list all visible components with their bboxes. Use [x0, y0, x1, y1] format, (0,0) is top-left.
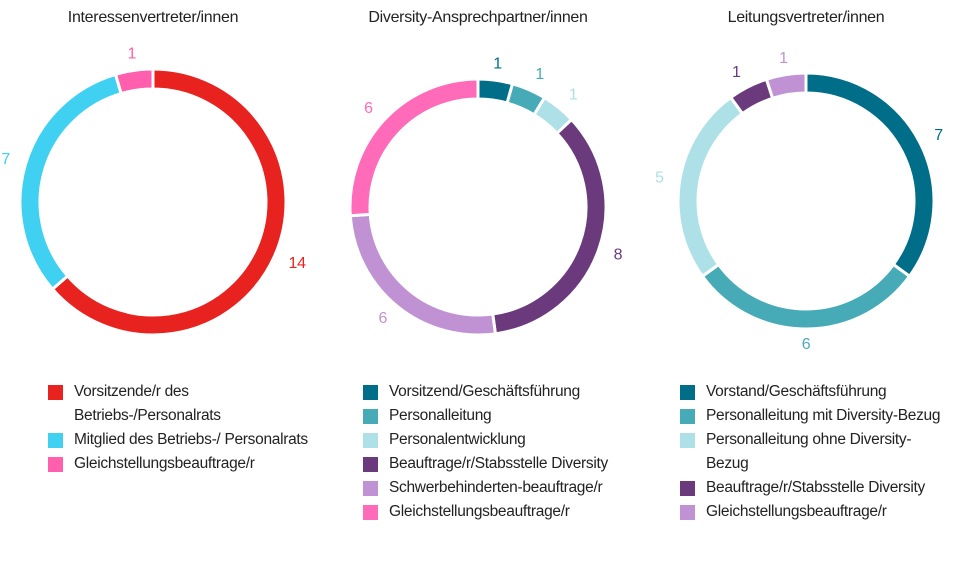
legend: Vorstand/Geschäftsführung Personalleitung… [680, 380, 950, 524]
legend-swatch [363, 433, 378, 448]
data-label: 1 [493, 56, 502, 73]
legend-label: Personalleitung [389, 407, 492, 424]
legend-label: Gleichstellungsbeauftrage/r [389, 503, 570, 520]
data-label: 5 [655, 170, 664, 187]
donut-segment [18, 72, 124, 292]
chart-title: Interessenvertreter/innen [68, 9, 238, 26]
legend-swatch [680, 409, 695, 424]
data-label: 7 [934, 127, 943, 144]
legend-item: Personalleitung mit Diversity-Bezug [680, 404, 950, 428]
legend-swatch [363, 385, 378, 400]
legend-label: Vorsitzende/r des Betriebs-/Personalrats [74, 383, 221, 424]
donut-segment [700, 262, 912, 331]
donut-segment [764, 71, 808, 101]
legend-label: Vorsitzend/Geschäftsführung [389, 383, 580, 400]
legend-label: Schwerbehinderten-beauftrage/r [389, 479, 603, 496]
legend-item: Vorsitzende/r des Betriebs-/Personalrats [48, 380, 318, 428]
data-label: 6 [364, 100, 373, 117]
legend-item: Personalleitung [363, 404, 633, 428]
legend-label: Personalentwicklung [389, 431, 526, 448]
data-label: 7 [1, 151, 10, 168]
legend-swatch [48, 433, 63, 448]
donut-segment [491, 117, 608, 336]
legend-swatch [680, 481, 695, 496]
legend-item: Gleichstellungsbeauftrage/r [363, 500, 633, 524]
legend-label: Personalleitung ohne Diversity-Bezug [706, 431, 912, 472]
donut-segment [804, 71, 936, 279]
legend-label: Beauftrage/r/Stabsstelle Diversity [389, 455, 608, 472]
legend-label: Vorstand/Geschäftsführung [706, 383, 887, 400]
data-label: 6 [802, 336, 811, 353]
donut-segment [728, 77, 775, 116]
donut-segment [113, 67, 155, 96]
legend-swatch [680, 433, 695, 448]
data-label: 1 [127, 46, 136, 63]
legend-item: Vorsitzend/Geschäftsführung [363, 380, 633, 404]
donut-segment [676, 95, 745, 279]
data-label: 1 [732, 64, 741, 81]
legend-swatch [48, 457, 63, 472]
data-label: 1 [779, 50, 788, 67]
legend-item: Beauftrage/r/Stabsstelle Diversity [363, 452, 633, 476]
legend-item: Mitglied des Betriebs-/ Personalrats [48, 428, 318, 452]
legend-label: Personalleitung mit Diversity-Bezug [706, 407, 941, 424]
legend-item: Vorstand/Geschäftsführung [680, 380, 950, 404]
legend-swatch [363, 481, 378, 496]
donut-segment [348, 77, 480, 218]
legend-label: Gleichstellungsbeauftrage/r [74, 455, 255, 472]
legend-swatch [363, 409, 378, 424]
legend-label: Gleichstellungsbeauftrage/r [706, 503, 887, 520]
donut-segment [348, 212, 498, 337]
data-label: 6 [379, 310, 388, 327]
legend-swatch [680, 385, 695, 400]
legend-item: Beauftrage/r/Stabsstelle Diversity [680, 476, 950, 500]
legend-swatch [48, 385, 63, 400]
legend-label: Mitglied des Betriebs-/ Personalrats [74, 431, 308, 448]
data-label: 1 [569, 87, 578, 104]
chart-title: Leitungsvertreter/innen [728, 9, 885, 26]
legend: Vorsitzend/Geschäftsführung Personalleitu… [363, 380, 633, 524]
chart-title: Diversity-Ansprechpartner/innen [368, 9, 587, 26]
legend-label: Beauftrage/r/Stabsstelle Diversity [706, 479, 925, 496]
legend-item: Personalentwicklung [363, 428, 633, 452]
legend-swatch [363, 505, 378, 520]
data-label: 14 [289, 255, 307, 272]
legend-swatch [680, 505, 695, 520]
legend-swatch [363, 457, 378, 472]
legend-item: Personalleitung ohne Diversity-Bezug [680, 428, 950, 476]
legend-item: Gleichstellungsbeauftrage/r [48, 452, 318, 476]
data-label: 8 [614, 246, 623, 263]
legend-item: Gleichstellungsbeauftrage/r [680, 500, 950, 524]
legend-item: Schwerbehinderten-beauftrage/r [363, 476, 633, 500]
data-label: 1 [535, 66, 544, 83]
legend: Vorsitzende/r des Betriebs-/Personalrats… [48, 380, 318, 476]
